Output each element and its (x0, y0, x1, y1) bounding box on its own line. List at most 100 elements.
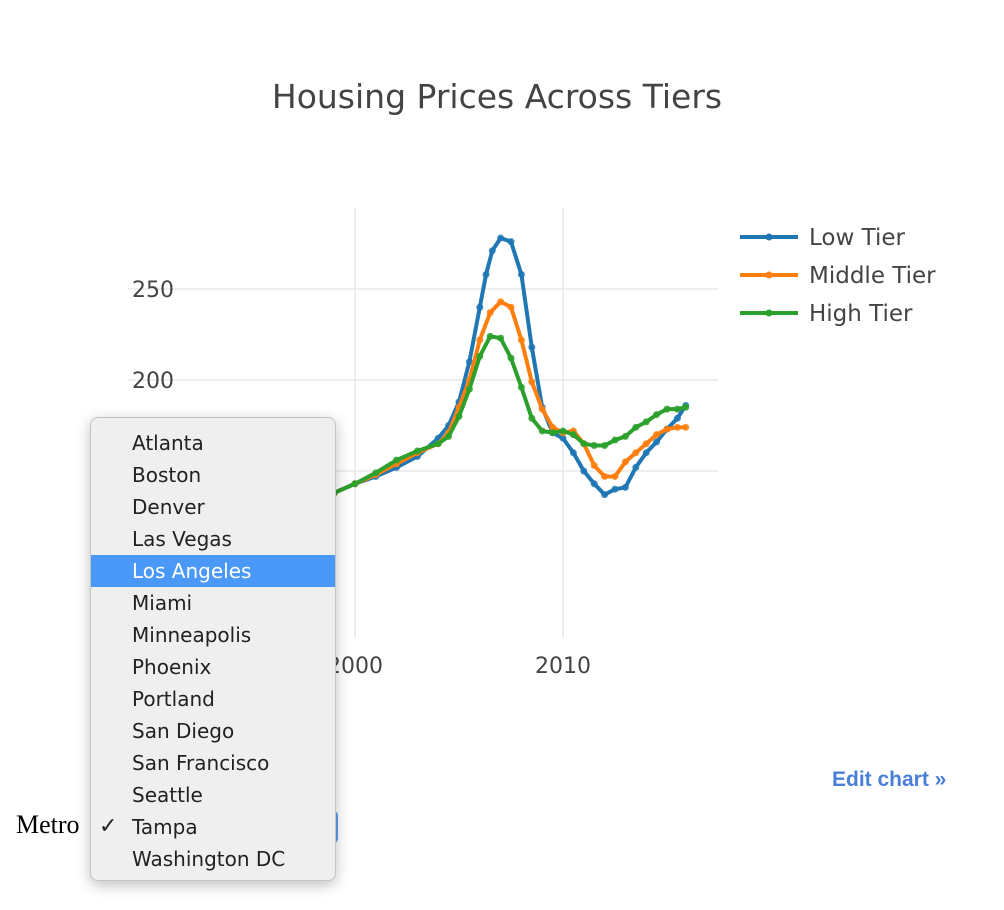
data-point (682, 403, 690, 411)
metro-option-boston[interactable]: Boston (91, 459, 335, 491)
data-point (507, 303, 515, 311)
data-point (372, 469, 380, 477)
data-point (653, 438, 661, 446)
series-line (290, 236, 688, 508)
metro-label: Metro (16, 810, 80, 839)
metro-option-atlanta[interactable]: Atlanta (91, 427, 335, 459)
data-point (497, 334, 505, 342)
data-point (642, 449, 650, 457)
data-point (455, 412, 463, 420)
metro-dropdown-menu[interactable]: Atlanta Boston Denver Las Vegas Los Angeles M… (90, 417, 336, 881)
metro-option-portland[interactable]: Portland (91, 683, 335, 715)
series-line (290, 334, 688, 508)
data-point (569, 449, 577, 457)
data-point (653, 431, 661, 439)
data-point (538, 405, 546, 413)
series-line (290, 299, 688, 508)
metro-option-label: Tampa (132, 815, 198, 839)
data-point (507, 354, 515, 362)
metro-option-washington-dc[interactable]: Washington DC (91, 843, 335, 875)
data-point (663, 425, 671, 433)
metro-option-tampa[interactable]: ✓ Tampa (91, 811, 335, 843)
metro-option-label: Seattle (132, 783, 203, 807)
legend-label: High Tier (809, 301, 913, 327)
y-tick-label: 200 (132, 369, 174, 394)
data-point (642, 440, 650, 448)
data-point (601, 491, 609, 499)
data-point (621, 432, 629, 440)
data-point (673, 405, 681, 413)
legend-marker (765, 309, 773, 317)
axis-ticks: 250 200 2000 2010 (132, 278, 591, 679)
data-point (611, 436, 619, 444)
data-point (663, 405, 671, 413)
metro-option-label: Portland (132, 687, 215, 711)
legend-item[interactable]: Low Tier (740, 225, 905, 251)
legend-item[interactable]: High Tier (740, 301, 913, 327)
series-low-tier (289, 234, 690, 510)
chart-title: Housing Prices Across Tiers (272, 77, 722, 116)
metro-option-label: Atlanta (132, 431, 204, 455)
metro-option-label: Las Vegas (132, 527, 232, 551)
metro-option-miami[interactable]: Miami (91, 587, 335, 619)
legend[interactable]: Low Tier Middle Tier High Tier (740, 225, 936, 327)
data-point (590, 442, 598, 450)
metro-option-los-angeles[interactable]: Los Angeles (91, 555, 335, 587)
data-point (413, 447, 421, 455)
series-lines (289, 234, 690, 510)
metro-option-label: Phoenix (132, 655, 212, 679)
data-point (632, 423, 640, 431)
data-point (621, 458, 629, 466)
y-tick-label: 250 (132, 278, 174, 303)
data-point (517, 383, 525, 391)
metro-option-label: Los Angeles (132, 559, 252, 583)
data-point (434, 440, 442, 448)
data-point (517, 336, 525, 344)
metro-option-minneapolis[interactable]: Minneapolis (91, 619, 335, 651)
data-point (549, 429, 557, 437)
data-point (673, 414, 681, 422)
data-point (482, 270, 490, 278)
data-point (559, 427, 567, 435)
metro-option-las-vegas[interactable]: Las Vegas (91, 523, 335, 555)
data-point (528, 343, 536, 351)
data-point (549, 423, 557, 431)
data-point (507, 238, 515, 246)
data-point (673, 423, 681, 431)
legend-label: Middle Tier (809, 263, 936, 289)
metro-option-san-diego[interactable]: San Diego (91, 715, 335, 747)
data-point (465, 385, 473, 393)
data-point (632, 449, 640, 457)
data-point (393, 456, 401, 464)
data-point (476, 303, 484, 311)
data-point (632, 463, 640, 471)
data-point (559, 434, 567, 442)
data-point (528, 414, 536, 422)
data-point (465, 358, 473, 366)
data-point (476, 336, 484, 344)
data-point (621, 483, 629, 491)
edit-chart-link[interactable]: Edit chart » (832, 768, 947, 791)
legend-marker (765, 271, 773, 279)
data-point (590, 480, 598, 488)
data-point (538, 427, 546, 435)
data-point (611, 485, 619, 493)
data-point (611, 472, 619, 480)
data-point (569, 431, 577, 439)
data-point (682, 423, 690, 431)
data-point (488, 247, 496, 255)
metro-option-label: Minneapolis (132, 623, 252, 647)
metro-option-label: San Francisco (132, 751, 270, 775)
legend-item[interactable]: Middle Tier (740, 263, 936, 289)
data-point (580, 467, 588, 475)
data-point (517, 270, 525, 278)
data-point (601, 472, 609, 480)
metro-option-denver[interactable]: Denver (91, 491, 335, 523)
data-point (351, 480, 359, 488)
metro-option-seattle[interactable]: Seattle (91, 779, 335, 811)
series-high-tier (289, 332, 690, 510)
metro-option-phoenix[interactable]: Phoenix (91, 651, 335, 683)
metro-option-san-francisco[interactable]: San Francisco (91, 747, 335, 779)
metro-option-label: Washington DC (132, 847, 286, 871)
data-point (476, 352, 484, 360)
